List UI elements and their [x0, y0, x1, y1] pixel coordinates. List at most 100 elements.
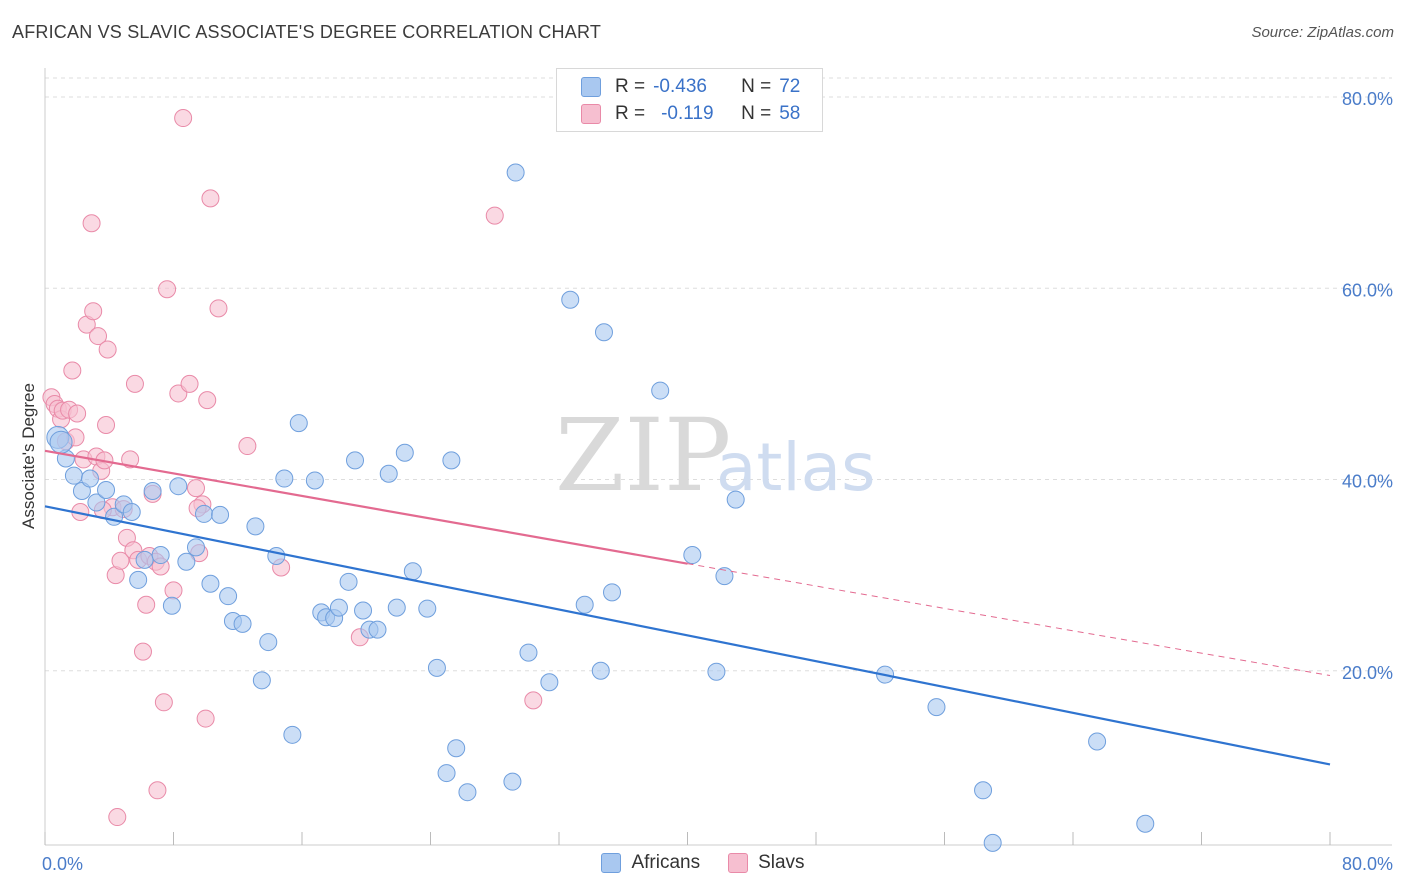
y-axis-label: Associate's Degree: [19, 383, 38, 529]
slavs-point: [196, 709, 215, 728]
africans-point: [339, 572, 358, 591]
slavs-n-value: 58: [779, 103, 801, 124]
africans-point: [305, 471, 324, 490]
africans-point: [97, 481, 116, 500]
slavs-point: [186, 479, 205, 498]
africans-point: [458, 783, 477, 802]
africans-point: [447, 739, 466, 758]
africans-point: [506, 163, 525, 182]
africans-point: [707, 662, 726, 681]
tick-labels: 20.0% 40.0% 60.0% 80.0% 0.0% 80.0%: [42, 89, 1393, 874]
slavs-point: [198, 391, 217, 410]
africans-point: [162, 596, 181, 615]
africans-point: [129, 570, 148, 589]
slavs-point: [108, 808, 127, 827]
slavs-point: [174, 109, 193, 128]
africans-point: [87, 493, 106, 512]
africans-n-value: 72: [779, 76, 801, 97]
africans-legend-label: Africans: [631, 852, 701, 873]
slavs-point: [84, 302, 103, 321]
slavs-point: [68, 404, 87, 423]
x-tick-label-min: 0.0%: [42, 854, 83, 874]
slavs-point: [89, 327, 108, 346]
africans-point: [267, 547, 286, 565]
y-tick-label: 20.0%: [1342, 663, 1393, 683]
africans-point: [135, 550, 154, 569]
slavs-trend-line: [44, 449, 688, 565]
africans-point: [252, 671, 271, 690]
africans-point: [1136, 814, 1155, 833]
slavs-points: [42, 109, 543, 827]
slavs-legend-swatch: [728, 853, 749, 873]
slavs-point: [125, 374, 144, 393]
africans-point: [201, 574, 220, 593]
africans-point: [368, 620, 387, 639]
slavs-point: [63, 361, 82, 380]
africans-point: [503, 772, 522, 791]
africans-point: [169, 477, 188, 496]
correlation-legend: R = -0.436 N = 72 R = -0.119 N = 58: [556, 68, 823, 132]
africans-trend-line: [44, 505, 1331, 766]
slavs-point: [524, 691, 543, 710]
series-legend: Africans Slavs: [0, 852, 1406, 874]
y-tick-label: 60.0%: [1342, 280, 1393, 300]
zipatlas-watermark: ZIP atlas: [555, 397, 876, 514]
africans-point: [442, 451, 461, 470]
watermark-zip: ZIP: [555, 397, 731, 514]
africans-swatch: [581, 77, 601, 97]
slavs-point: [111, 551, 130, 570]
africans-point: [346, 451, 365, 470]
slavs-point: [154, 693, 173, 712]
africans-point: [418, 599, 437, 618]
africans-point: [143, 481, 162, 500]
y-tick-label: 80.0%: [1342, 89, 1393, 109]
source-note: Source: ZipAtlas.com: [1251, 24, 1394, 41]
slavs-point: [148, 781, 167, 800]
africans-point: [289, 414, 308, 433]
africans-point: [233, 614, 252, 633]
africans-point: [726, 490, 745, 509]
slavs-point: [164, 581, 183, 600]
slavs-point: [158, 280, 177, 299]
slavs-point: [238, 437, 257, 456]
africans-point: [64, 466, 83, 485]
chart-title: AFRICAN VS SLAVIC ASSOCIATE'S DEGREE COR…: [12, 22, 602, 42]
africans-point: [275, 469, 294, 488]
africans-point: [683, 546, 702, 565]
slavs-swatch: [581, 104, 601, 124]
africans-n-label: N =: [741, 76, 772, 97]
africans-point: [974, 781, 993, 800]
africans-point: [195, 504, 214, 523]
watermark-atlas: atlas: [716, 429, 876, 506]
africans-point: [151, 546, 170, 565]
legend-item-africans[interactable]: Africans: [601, 852, 700, 874]
africans-r-value: -0.436: [653, 76, 707, 97]
africans-point: [540, 673, 559, 692]
africans-point: [49, 430, 73, 454]
africans-point: [395, 443, 414, 462]
slavs-point: [201, 189, 220, 208]
africans-point: [594, 323, 613, 342]
legend-item-slavs[interactable]: Slavs: [728, 852, 805, 874]
africans-point: [715, 567, 734, 586]
africans-points: [46, 163, 1155, 852]
y-tick-label: 40.0%: [1342, 472, 1393, 492]
slavs-n-label: N =: [741, 103, 772, 124]
africans-legend-swatch: [601, 853, 622, 873]
africans-point: [177, 552, 196, 571]
slavs-point: [485, 206, 504, 225]
slavs-r-value: -0.119: [661, 103, 714, 124]
africans-point: [519, 643, 538, 662]
slavs-point: [121, 450, 140, 469]
africans-point: [259, 633, 278, 652]
africans-point: [329, 598, 348, 617]
africans-point: [1088, 732, 1107, 751]
slavs-legend-label: Slavs: [758, 852, 805, 873]
africans-point: [80, 469, 99, 488]
legend-row-africans: R = -0.436 N = 72: [581, 74, 800, 100]
trend-lines: [44, 449, 1331, 766]
africans-point: [437, 764, 456, 783]
slavs-point: [180, 374, 199, 393]
africans-point: [561, 290, 580, 309]
